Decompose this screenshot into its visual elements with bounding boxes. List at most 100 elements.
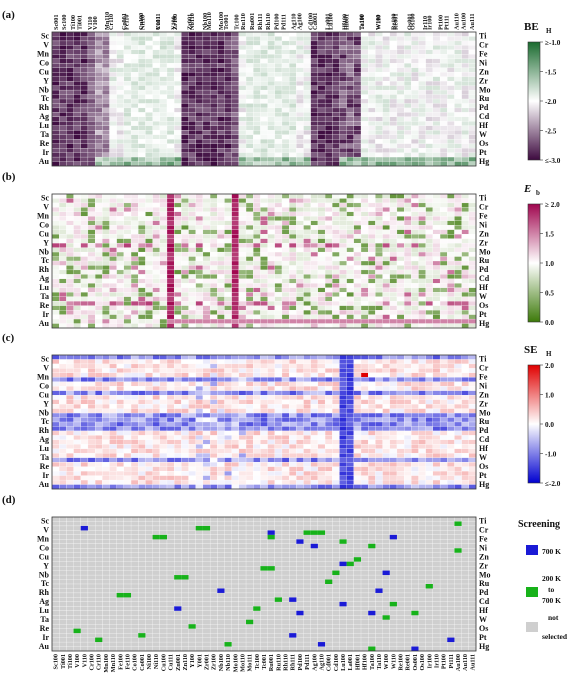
heatmap-cell — [66, 116, 74, 122]
heatmap-cell — [468, 72, 477, 77]
column-label-top: Cd100 — [308, 13, 315, 30]
heatmap-cell — [145, 72, 153, 77]
heatmap-cell — [195, 143, 204, 149]
heatmap-cell — [310, 381, 319, 387]
heatmap-cell — [317, 323, 326, 329]
heatmap-cell — [145, 211, 153, 217]
heatmap-cell — [159, 323, 168, 329]
heatmap-cell — [418, 107, 426, 113]
heatmap-cell — [174, 72, 182, 77]
heatmap-cell — [130, 54, 139, 59]
heatmap-cell — [195, 269, 204, 275]
heatmap-cell — [267, 421, 275, 427]
heatmap-cell — [310, 368, 319, 374]
heatmap-cell — [209, 359, 218, 365]
heatmap-cell — [411, 54, 419, 59]
heatmap-cell — [94, 72, 103, 77]
column-label-top: Hf100 — [342, 14, 349, 30]
heatmap-cell — [116, 31, 125, 37]
heatmap-cell — [346, 278, 355, 284]
heatmap-cell — [202, 207, 211, 213]
heatmap-cell — [202, 318, 211, 324]
heatmap-cell — [224, 390, 232, 396]
heatmap-cell — [267, 363, 275, 369]
heatmap-cell — [260, 386, 268, 391]
heatmap-cell — [130, 296, 139, 302]
heatmap-cell — [432, 134, 441, 140]
heatmap-cell — [353, 63, 362, 68]
heatmap-cell — [389, 408, 398, 414]
heatmap-cell — [159, 404, 168, 409]
heatmap-cell — [396, 395, 405, 400]
heatmap-cell — [353, 202, 362, 208]
heatmap-cell — [375, 274, 383, 280]
heatmap-cell — [303, 54, 311, 59]
heatmap-cell — [382, 256, 390, 262]
heatmap-cell — [231, 225, 240, 230]
heatmap-cell — [94, 220, 103, 226]
heatmap-cell — [238, 444, 247, 449]
heatmap-cell — [360, 287, 369, 293]
heatmap-cell — [310, 314, 319, 320]
heatmap-cell — [181, 107, 189, 113]
heatmap-cell — [404, 399, 412, 405]
heatmap-cell — [174, 386, 182, 391]
heatmap-cell — [224, 260, 232, 266]
heatmap-cell — [303, 94, 311, 100]
heatmap-cell — [396, 198, 405, 204]
heatmap-cell — [382, 435, 390, 441]
heatmap-cell — [116, 247, 125, 253]
heatmap-cell — [195, 107, 204, 113]
heatmap-cell — [59, 81, 67, 86]
heatmap-cell — [439, 260, 448, 266]
heatmap-cell — [231, 314, 240, 320]
heatmap-cell — [396, 85, 405, 91]
heatmap-cell — [102, 283, 110, 288]
heatmap-cell — [87, 94, 96, 100]
heatmap-cell — [145, 139, 153, 144]
heatmap-cell — [195, 381, 204, 387]
heatmap-cell — [404, 372, 412, 378]
heatmap-cell — [109, 143, 117, 149]
heatmap-cell — [375, 58, 383, 64]
heatmap-cell — [375, 292, 383, 297]
heatmap-cell — [181, 156, 189, 162]
heatmap-cell — [51, 112, 60, 118]
heatmap-cell — [51, 269, 60, 275]
heatmap-cell — [159, 448, 168, 454]
heatmap-cell — [368, 390, 376, 396]
heatmap-cell — [145, 292, 153, 297]
heatmap-cell — [346, 426, 355, 432]
heatmap-cell — [209, 89, 218, 95]
heatmap-cell — [303, 81, 311, 86]
heatmap-cell — [253, 274, 261, 280]
heatmap-cell — [188, 198, 196, 204]
heatmap-cell — [94, 368, 103, 374]
heatmap-cell — [94, 54, 103, 59]
heatmap-cell — [195, 323, 204, 329]
heatmap-cell — [123, 296, 132, 302]
heatmap-cell — [404, 63, 412, 68]
heatmap-cell — [267, 377, 275, 382]
heatmap-cell — [73, 207, 81, 213]
heatmap-cell — [109, 36, 117, 42]
row-label-left: Ta — [40, 292, 49, 301]
heatmap-cell — [109, 107, 117, 113]
heatmap-cell — [454, 256, 462, 262]
heatmap-cell — [317, 260, 326, 266]
heatmap-cell — [245, 225, 254, 230]
heatmap-cell — [245, 67, 254, 73]
heatmap-cell — [382, 134, 390, 140]
heatmap-cell — [80, 301, 89, 306]
heatmap-cell — [468, 354, 477, 360]
heatmap-cell — [411, 148, 419, 153]
heatmap-cell — [353, 310, 362, 315]
heatmap-cell — [130, 225, 139, 230]
heatmap-cell — [159, 301, 168, 306]
heatmap-cell — [324, 395, 333, 400]
heatmap-cell — [389, 63, 398, 68]
heatmap-cell — [181, 283, 189, 288]
heatmap-cell — [181, 220, 189, 226]
heatmap-cell — [238, 40, 247, 46]
heatmap-cell — [87, 54, 96, 59]
